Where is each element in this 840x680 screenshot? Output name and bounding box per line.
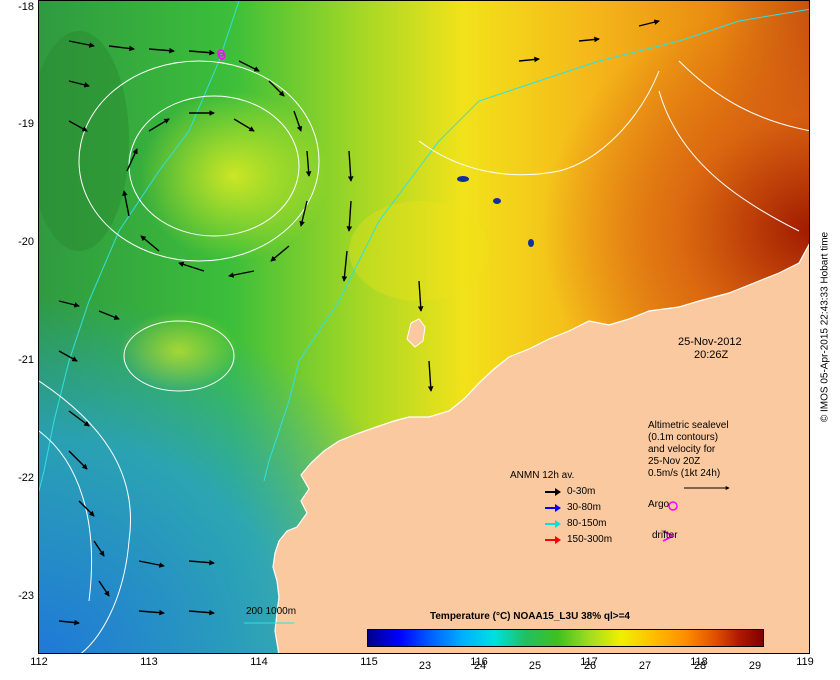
argo-legend-symbol [668,501,678,511]
island [406,318,426,348]
sst-map-canvas [39,1,809,653]
x-tick-label: 114 [250,656,268,668]
y-tick-label: -19 [18,118,34,130]
velocity-arrows [58,19,660,626]
drifter-legend-label: drifter [652,530,678,541]
colorbar-tick: 27 [638,660,652,672]
sealevel-note-line: Altimetric sealevel [648,420,729,431]
arrow-icon [545,520,561,528]
bathymetry-200m [263,8,809,482]
bathymetry-label: 200 1000m [246,606,297,617]
legend-item-label: 30-80m [567,502,601,513]
credit-label: © IMOS 05-Apr-2015 22:43:33 Hobart time [819,231,831,423]
colorbar-tick: 23 [418,660,432,672]
y-tick-label: -18 [18,1,34,13]
sealevel-note-line: 25-Nov 20Z [648,456,701,467]
colorbar-tick: 24 [473,660,487,672]
temperature-colorbar [367,629,764,647]
y-tick-label: -22 [18,472,34,484]
colorbar-tick: 28 [693,660,707,672]
argo-legend-label: Argo [648,499,670,510]
y-tick-label: -21 [18,354,34,366]
x-tick-label: 115 [360,656,378,668]
colorbar-tick: 26 [583,660,597,672]
legend-item-label: 80-150m [567,518,607,529]
x-tick-label: 116 [470,656,488,668]
sst-map[interactable] [38,0,810,654]
arrow-icon [545,504,561,512]
colorbar-tick: 29 [748,660,762,672]
legend-item-label: 0-30m [567,486,596,497]
credit-text: © IMOS 05-Apr-2015 22:43:33 Hobart time [812,0,838,654]
land-mass [272,243,809,653]
arrow-icon [545,488,561,496]
x-tick-label: 119 [796,656,814,668]
legend-item-label: 150-300m [567,534,613,545]
drifter-legend-symbol [662,530,676,542]
colorbar-tick: 25 [528,660,542,672]
arrow-icon [545,536,561,544]
date-label: 25-Nov-2012 [678,336,742,348]
argo-marker [217,49,225,57]
colorbar-title: Temperature (°C) NOAA15_L3U 38% ql>=4 [430,611,630,622]
time-label: 20:26Z [694,349,729,361]
sealevel-note-line: 0.5m/s (1kt 24h) [648,468,721,479]
sealevel-note-line: (0.1m contours) [648,432,719,443]
x-tick-label: 112 [30,656,48,668]
sealevel-note-line: and velocity for [648,444,716,455]
legend-title: ANMN 12h av. [510,470,575,481]
y-tick-label: -20 [18,236,34,248]
x-tick-label: 118 [690,656,708,668]
y-tick-label: -23 [18,590,34,602]
sealevel-contours [39,60,809,653]
x-tick-label: 113 [140,656,158,668]
x-tick-label: 117 [580,656,598,668]
